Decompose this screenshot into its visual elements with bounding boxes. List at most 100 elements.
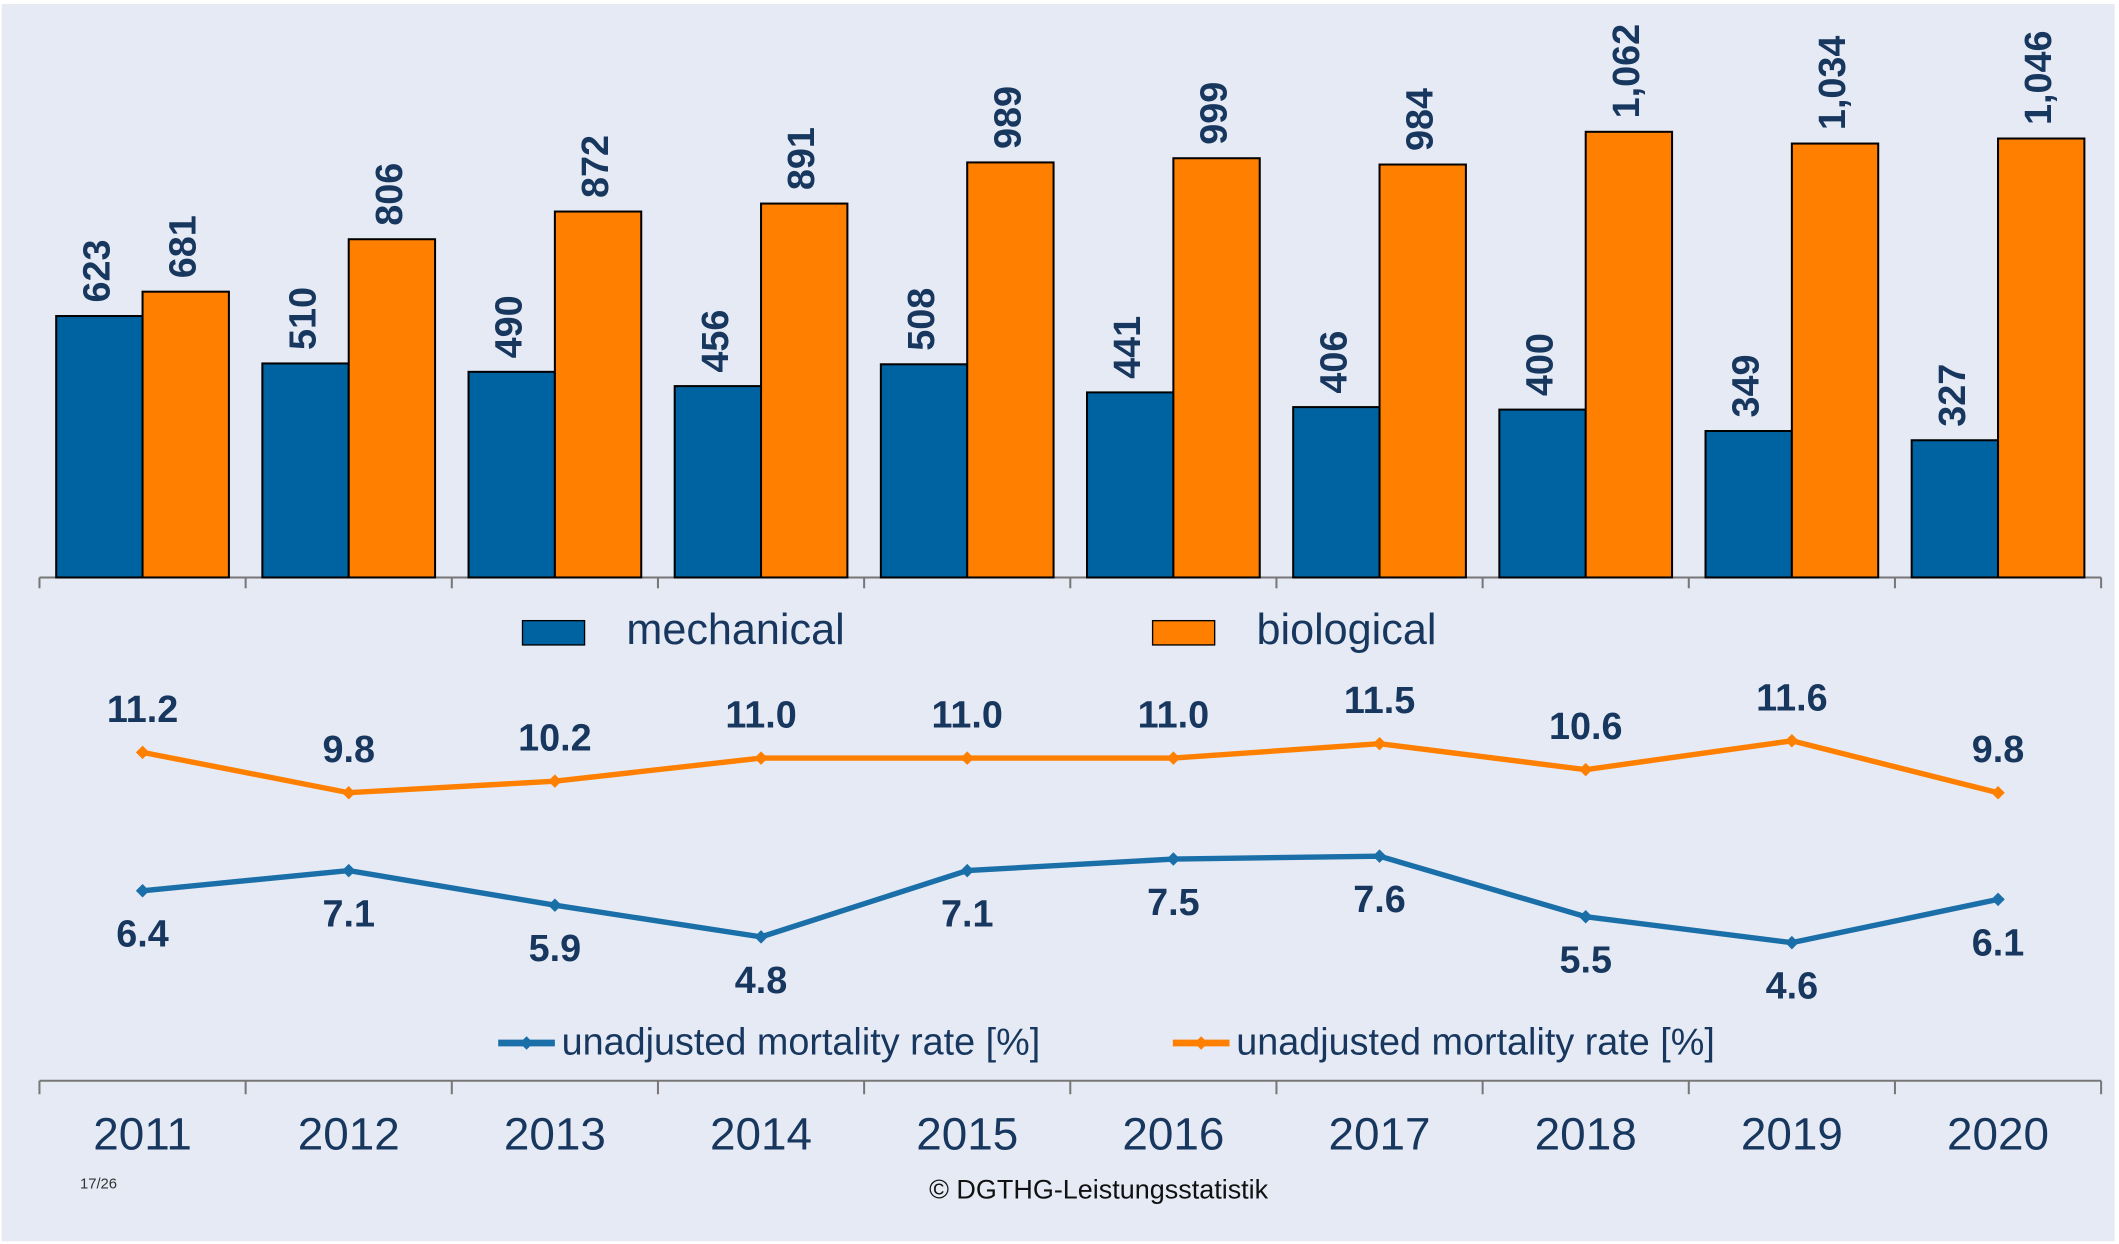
- data-label: 806: [369, 163, 411, 226]
- data-label: 623: [76, 240, 118, 303]
- legend-swatch: [1151, 619, 1216, 646]
- data-label: 989: [987, 86, 1029, 149]
- legend-label: unadjusted mortality rate [%]: [562, 1021, 1041, 1063]
- page-number: 17/26: [80, 1177, 117, 1193]
- line: [142, 738, 1999, 796]
- x-tick-label: 2012: [298, 1108, 400, 1160]
- data-label: 11.0: [725, 695, 796, 737]
- marker: [1991, 785, 2005, 800]
- data-label: 327: [1932, 364, 1974, 427]
- data-label: 9.8: [322, 729, 375, 771]
- line: [142, 853, 1999, 946]
- data-label: 4.6: [1766, 966, 1819, 1008]
- marker: [754, 930, 768, 944]
- x-tick-label: 2018: [1535, 1108, 1637, 1160]
- data-label: 6.1: [1972, 922, 2025, 964]
- bar: [673, 385, 763, 579]
- source: © DGTHG-Leistungsstatistik: [929, 1175, 1269, 1205]
- data-label: 872: [575, 135, 617, 198]
- marker: [1372, 736, 1387, 751]
- data-label: 891: [781, 127, 823, 190]
- data-label: 11.0: [932, 695, 1003, 737]
- data-label: 999: [1194, 82, 1236, 145]
- marker: [341, 785, 356, 800]
- data-label: 510: [283, 287, 325, 350]
- marker: [754, 751, 768, 765]
- data-label: 5.9: [529, 928, 582, 970]
- bar: [1997, 137, 2086, 579]
- marker: [1578, 762, 1593, 777]
- marker: [960, 863, 974, 878]
- bar: [347, 238, 437, 579]
- legend-marker: [1194, 1036, 1208, 1050]
- data-label: 11.6: [1756, 677, 1827, 719]
- bar: [760, 202, 849, 579]
- data-label: 7.1: [322, 893, 375, 935]
- bar: [1378, 163, 1467, 579]
- data-label: 406: [1313, 331, 1355, 394]
- x-tick-label: 2016: [1122, 1108, 1224, 1160]
- x-tick-label: 2020: [1947, 1108, 2049, 1160]
- bar: [1292, 406, 1381, 579]
- background: [1, 4, 2115, 1242]
- data-label: 441: [1107, 316, 1149, 379]
- legend-label: biological: [1256, 606, 1436, 654]
- bar: [1704, 430, 1793, 579]
- data-label: 11.5: [1344, 680, 1415, 722]
- marker: [1166, 751, 1181, 765]
- data-label: 10.2: [518, 718, 592, 760]
- data-label: 10.6: [1549, 706, 1623, 748]
- x-tick-label: 2015: [916, 1108, 1018, 1160]
- data-label: 1,034: [1812, 36, 1854, 131]
- marker: [1991, 892, 2005, 907]
- bar: [261, 362, 350, 579]
- x-tick-label: 2017: [1329, 1108, 1431, 1160]
- data-label: 4.8: [735, 960, 788, 1002]
- data-label: 681: [163, 215, 205, 278]
- data-label: 349: [1726, 355, 1768, 418]
- x-tick-label: 2014: [710, 1108, 812, 1160]
- marker: [548, 898, 562, 912]
- marker: [341, 863, 356, 878]
- marker: [1578, 909, 1593, 924]
- data-label: 11.0: [1138, 695, 1209, 737]
- bar: [553, 210, 643, 579]
- data-label: 7.5: [1147, 882, 1200, 924]
- bar: [879, 363, 969, 579]
- data-label: 6.4: [116, 914, 168, 956]
- bar: [966, 161, 1055, 579]
- bar: [1584, 130, 1674, 579]
- data-label: 508: [901, 288, 943, 351]
- data-label: 400: [1520, 333, 1562, 396]
- data-label: 11.2: [107, 689, 178, 731]
- bar: [1086, 391, 1175, 579]
- legend-label: mechanical: [626, 606, 844, 654]
- marker: [1785, 935, 1799, 950]
- bar: [141, 290, 230, 579]
- data-label: 5.5: [1559, 940, 1612, 982]
- bar: [1790, 142, 1880, 579]
- marker: [960, 751, 974, 765]
- marker: [1785, 734, 1799, 748]
- legend-swatch: [521, 619, 586, 646]
- data-label: 9.8: [1972, 729, 2025, 771]
- marker: [548, 774, 562, 788]
- data-label: 984: [1400, 88, 1442, 151]
- legend-label: unadjusted mortality rate [%]: [1236, 1021, 1715, 1063]
- bar: [55, 315, 144, 579]
- x-tick-label: 2011: [93, 1108, 192, 1160]
- data-label: 7.1: [941, 893, 994, 935]
- marker: [1166, 852, 1181, 866]
- bar: [1172, 157, 1261, 579]
- bar: [467, 370, 556, 579]
- data-label: 456: [695, 310, 737, 373]
- data-label: 490: [489, 295, 531, 358]
- data-label: 1,062: [1606, 24, 1648, 119]
- bar: [1910, 439, 2000, 579]
- data-label: 7.6: [1353, 879, 1406, 921]
- x-tick-label: 2019: [1741, 1108, 1843, 1160]
- data-label: 1,046: [2018, 31, 2060, 126]
- marker: [1372, 849, 1387, 863]
